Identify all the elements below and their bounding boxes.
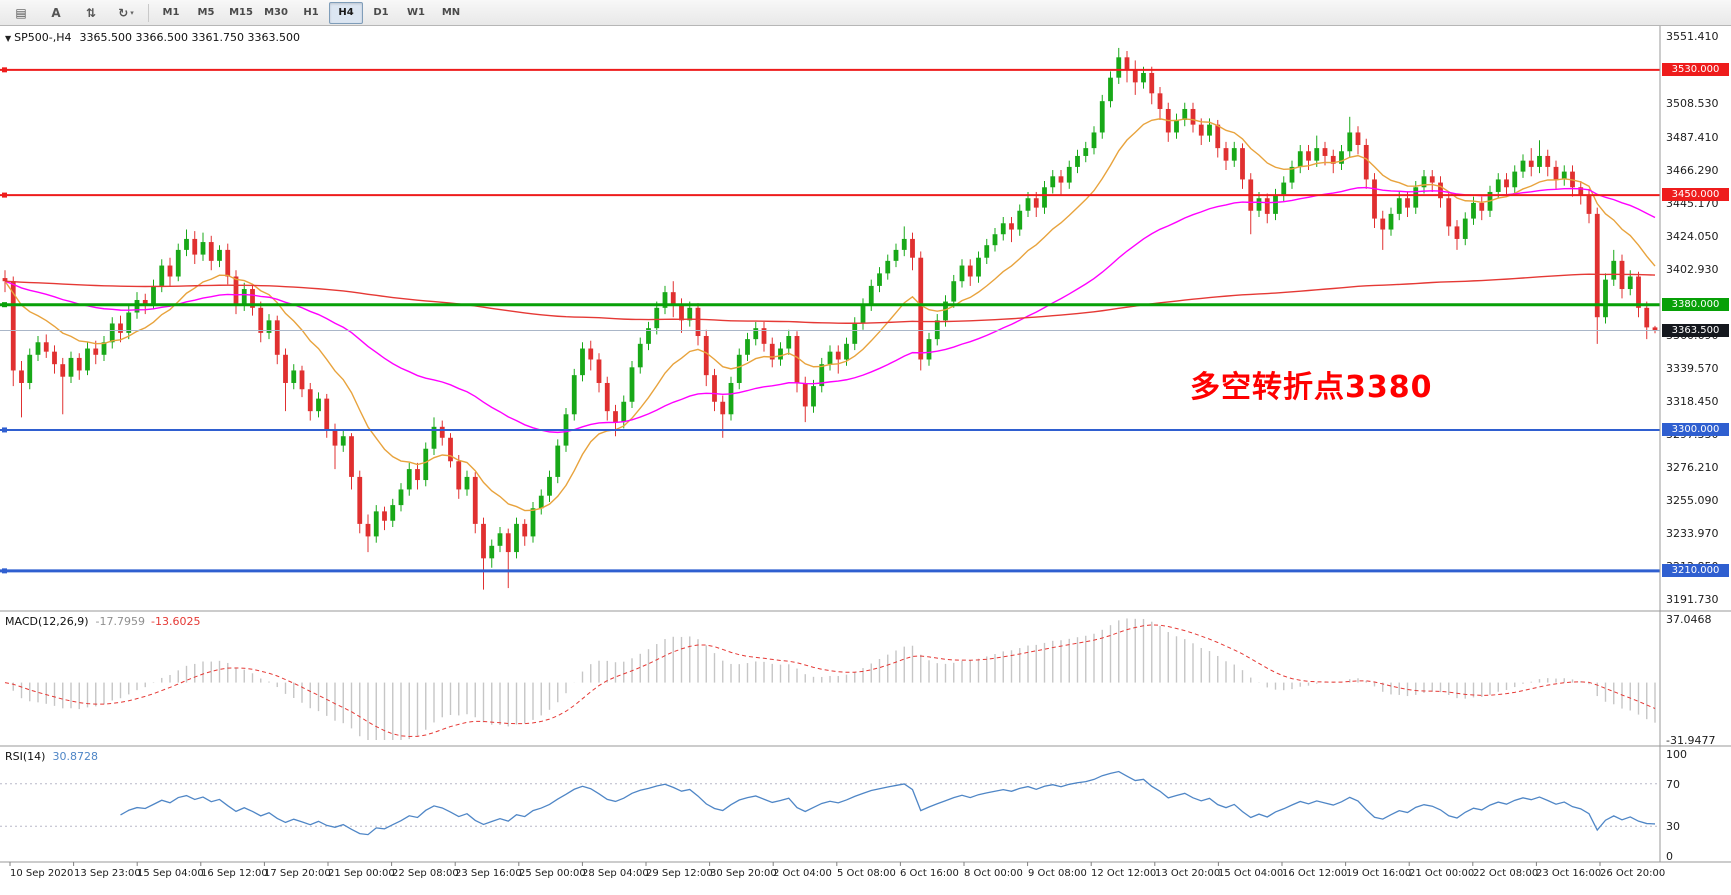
hline-handle[interactable] [2, 67, 7, 73]
ma-medium-line[interactable] [4, 186, 1656, 434]
ma-slow-line[interactable] [4, 273, 1656, 324]
toolbar-separator [148, 3, 149, 22]
dropdown-caret-icon: ▾ [130, 8, 134, 17]
toolbar: ▤ A ⇅ ↻ ▾ M1 M5 M15 M30 H1 H4 D1 W1 MN [0, 0, 1731, 26]
timeframe-mn[interactable]: MN [441, 7, 461, 18]
timeframe-m15[interactable]: M15 [229, 7, 253, 18]
hline-handle[interactable] [2, 568, 7, 574]
macd-histogram [12, 618, 1656, 740]
bar-style-icon[interactable]: ⇅ [85, 5, 97, 20]
ma-fast-line[interactable] [4, 118, 1656, 512]
hline-handle[interactable] [2, 302, 7, 308]
timeframe-m1[interactable]: M1 [162, 7, 180, 18]
timeframe-h1[interactable]: H1 [303, 7, 319, 18]
timeframe-m5[interactable]: M5 [197, 7, 215, 18]
hline-handle[interactable] [2, 427, 7, 433]
timeframe-h4[interactable]: H4 [329, 1, 363, 24]
hline-handle[interactable] [2, 192, 7, 198]
chart-list-icon[interactable]: ▤ [15, 5, 27, 20]
candles [2, 47, 1658, 590]
rsi-line [120, 770, 1656, 836]
time-axis-ticks [9, 862, 1601, 866]
chart-cycle-icon[interactable]: ↻ ▾ [118, 5, 134, 20]
timeframe-w1[interactable]: W1 [407, 7, 425, 18]
text-cursor-icon[interactable]: A [51, 5, 61, 20]
timeframe-d1[interactable]: D1 [373, 7, 389, 18]
timeframe-m30[interactable]: M30 [264, 7, 288, 18]
